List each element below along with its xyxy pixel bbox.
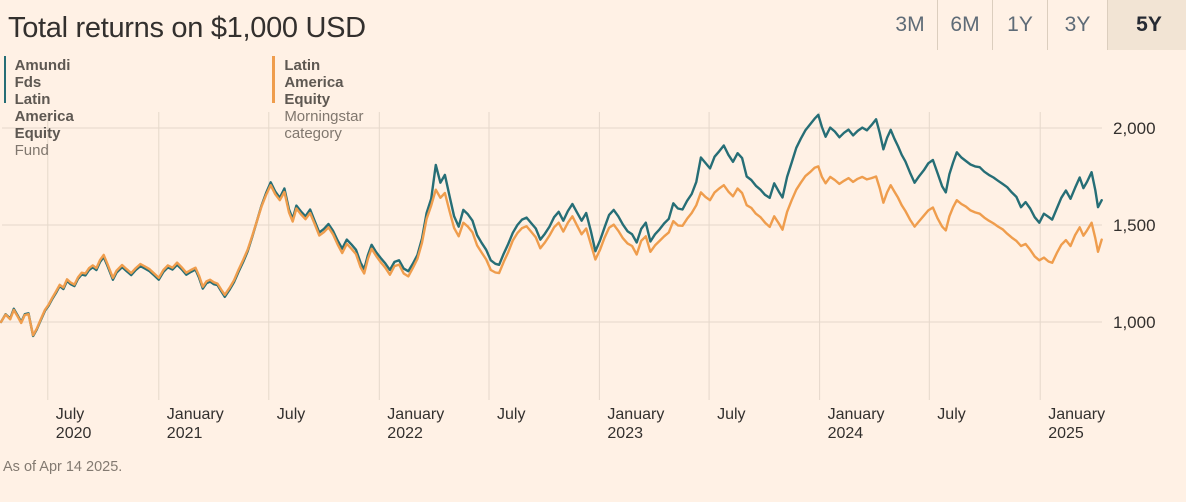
x-tick-month: July [56, 406, 84, 423]
x-tick-year: 2024 [828, 425, 864, 442]
x-tick-month: January [387, 406, 444, 423]
x-axis-labels: July 2020 January 2021 July January 2022 July Ja… [56, 406, 1105, 442]
x-tick-year: 2020 [56, 425, 92, 442]
y-tick-label: 1,000 [1113, 313, 1156, 332]
x-tick-month: January [1048, 406, 1105, 423]
x-tick-month: July [497, 406, 525, 423]
fund-sublabel: Fund [14, 142, 49, 159]
range-button-3m[interactable]: 3M [895, 13, 925, 36]
x-tick-month: July [277, 406, 305, 423]
range-button-3y[interactable]: 3Y [1047, 0, 1107, 50]
legend-item-fund: Amundi Fds Latin America Equity Fund [4, 56, 78, 162]
fund-line [0, 113, 1103, 338]
x-tick-month: January [828, 406, 885, 423]
y-tick-label: 1,500 [1113, 216, 1156, 235]
category-sublabel: Morningstar category [284, 108, 364, 142]
range-button-6m[interactable]: 6M [937, 0, 992, 50]
vertical-gridlines [47, 112, 1041, 400]
category-color-key [272, 56, 276, 103]
horizontal-gridlines [2, 127, 1102, 323]
x-tick-month: January [167, 406, 224, 423]
as-of-note: As of Apr 14 2025. [3, 459, 123, 475]
x-tick-month: July [937, 406, 965, 423]
fund-name: Amundi Fds Latin America Equity [14, 57, 74, 142]
x-tick-month: July [717, 406, 745, 423]
range-button-5y-selected[interactable]: 5Y [1107, 0, 1186, 50]
x-tick-year: 2022 [387, 425, 423, 442]
x-tick-year: 2021 [167, 425, 203, 442]
fund-color-key [4, 56, 6, 103]
category-name: Latin America Equity [284, 57, 344, 108]
x-tick-year: 2023 [607, 425, 643, 442]
range-selector: 3M 6M 1Y 3Y 5Y [883, 0, 1186, 50]
x-tick-month: January [607, 406, 664, 423]
category-line [0, 165, 1103, 337]
page-title: Total returns on $1,000 USD [8, 12, 366, 44]
y-tick-label: 2,000 [1113, 119, 1156, 138]
legend-item-category: Latin America Equity Morningstar categor… [272, 56, 366, 145]
range-button-1y[interactable]: 1Y [992, 0, 1047, 50]
y-axis-labels: 1,000 1,500 2,000 [1113, 119, 1156, 332]
x-tick-year: 2025 [1048, 425, 1084, 442]
